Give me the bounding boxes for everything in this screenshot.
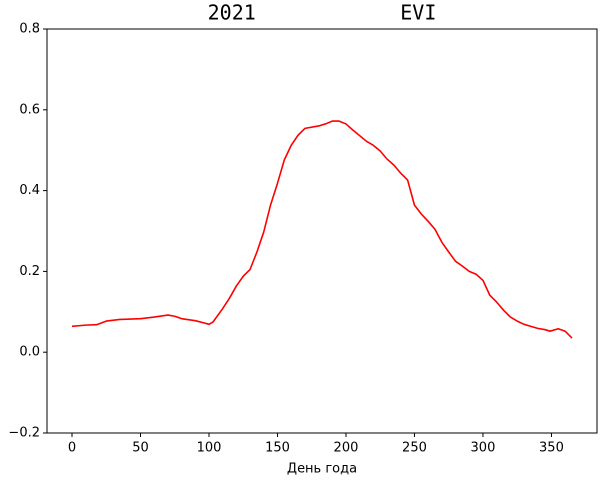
x-tick-label: 0 xyxy=(68,441,76,456)
y-tick-label: 0.2 xyxy=(19,264,40,279)
plot-frame xyxy=(46,28,598,434)
x-tick-label: 200 xyxy=(334,441,359,456)
data-line xyxy=(71,120,573,339)
x-axis-label: День года xyxy=(287,462,357,477)
x-tick-label: 100 xyxy=(197,441,222,456)
y-tick-label: 0.4 xyxy=(19,183,40,198)
x-tick-label: 250 xyxy=(402,441,427,456)
chart-title: 2021 EVI xyxy=(208,1,437,25)
y-tick-label: 0.0 xyxy=(19,345,40,360)
x-tick-label: 350 xyxy=(539,441,564,456)
x-tick-label: 50 xyxy=(132,441,149,456)
x-tick-label: 300 xyxy=(471,441,496,456)
y-tick-label: 0.8 xyxy=(19,22,40,37)
y-tick-label: 0.6 xyxy=(19,102,40,117)
y-tick-label: −0.2 xyxy=(8,426,40,441)
x-tick-label: 150 xyxy=(265,441,290,456)
